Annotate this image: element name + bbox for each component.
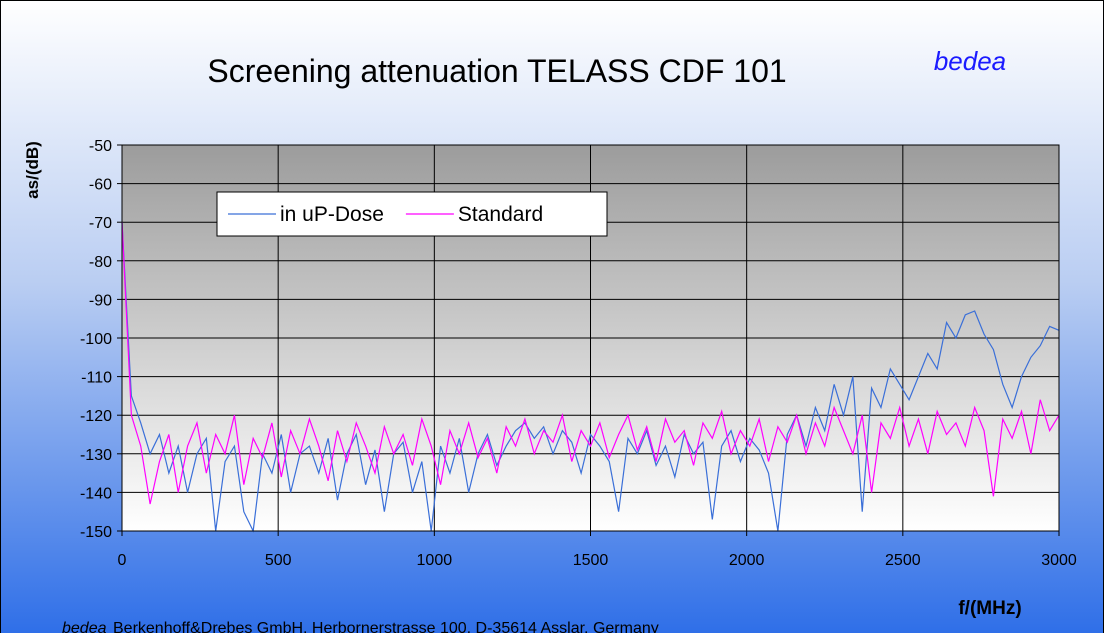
x-tick-label: 2000 bbox=[729, 552, 765, 569]
footer-text: Berkenhoff&Drebes GmbH, Herbornerstrasse… bbox=[113, 620, 659, 633]
y-tick-label: -50 bbox=[89, 138, 112, 155]
y-tick-label: -150 bbox=[80, 524, 112, 541]
series-line bbox=[121, 222, 1060, 534]
brand: bedea bbox=[934, 46, 1006, 76]
x-tick-label: 3000 bbox=[1041, 552, 1077, 569]
y-tick-label: -80 bbox=[89, 254, 112, 271]
x-axis-label: f/(MHz) bbox=[958, 598, 1021, 619]
y-tick-label: -110 bbox=[81, 370, 112, 387]
series-line bbox=[121, 222, 1060, 505]
y-axis-label: as/(dB) bbox=[23, 141, 42, 199]
chart-title: Screening attenuation TELASS CDF 101 bbox=[207, 53, 786, 89]
x-tick-label: 1500 bbox=[573, 552, 609, 569]
x-tick-label: 2500 bbox=[885, 552, 921, 569]
legend-label: in uP-Dose bbox=[280, 203, 384, 226]
y-tick-label: -130 bbox=[80, 447, 112, 464]
plot-border bbox=[121, 144, 1060, 532]
x-tick-label: 0 bbox=[118, 552, 127, 569]
y-tick-label: -120 bbox=[80, 408, 112, 425]
footer-brand: bedea bbox=[62, 620, 107, 633]
y-tick-label: -100 bbox=[80, 331, 112, 348]
y-tick-label: -90 bbox=[89, 292, 112, 309]
y-tick-label: -140 bbox=[80, 485, 112, 502]
y-tick-label: -70 bbox=[89, 215, 112, 232]
y-tick-label: -60 bbox=[89, 177, 112, 194]
x-tick-label: 500 bbox=[265, 552, 292, 569]
legend-label: Standard bbox=[458, 203, 543, 226]
x-tick-label: 1000 bbox=[417, 552, 453, 569]
